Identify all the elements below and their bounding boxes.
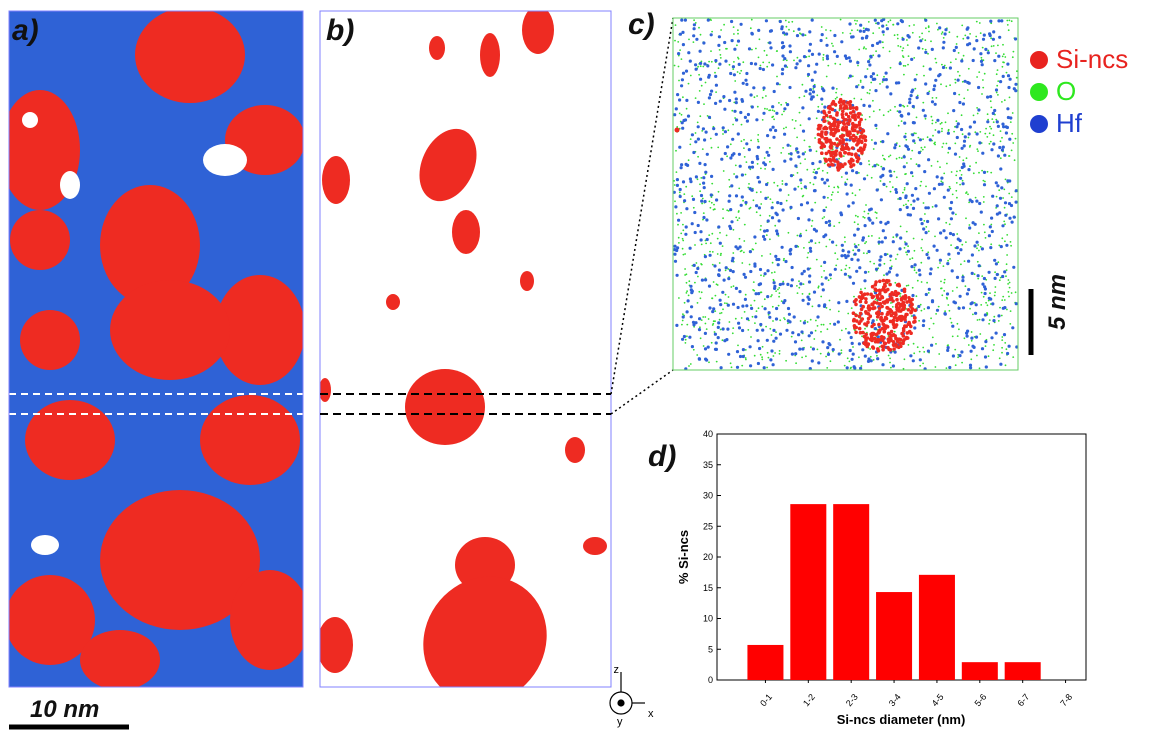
chart-ytick-label: 0 (708, 675, 713, 685)
chart-xtick-label: 6-7 (1015, 692, 1031, 708)
axis-z-label: z (614, 664, 620, 676)
chart-ytick-label: 5 (708, 644, 713, 654)
chart-bar-6-7 (1004, 662, 1041, 680)
legend-si-dot (1030, 50, 1048, 69)
legend-o-label: O (1056, 76, 1077, 106)
panel-label-a: a) (12, 14, 39, 47)
chart-ylabel: % Si-ncs (676, 530, 691, 584)
chart-xtick-label: 4-5 (930, 692, 946, 708)
chart-ytick-label: 25 (703, 521, 713, 531)
chart-ytick-label: 10 (703, 614, 713, 624)
chart-bar-4-5 (918, 574, 955, 680)
chart-ytick-label: 15 (703, 583, 713, 593)
legend-hf-label: Hf (1056, 108, 1082, 138)
panel-label-b: b) (326, 14, 355, 47)
chart-ytick-label: 30 (703, 491, 713, 501)
chart-bar-1-2 (790, 504, 827, 680)
legend-hf-dot (1030, 114, 1048, 133)
chart-ytick-label: 40 (703, 429, 713, 439)
legend-item-si: Si-ncs (1030, 44, 1128, 75)
chart-ytick-label: 35 (703, 460, 713, 470)
chart-bar-5-6 (961, 662, 998, 680)
panel-label-c: c) (628, 8, 655, 41)
legend-item-hf: Hf (1030, 108, 1082, 139)
chart-xtick-label: 1-2 (801, 692, 817, 708)
legend-item-o: O (1030, 76, 1076, 107)
axis-x-label: x (648, 708, 654, 720)
axis-y-label: y (617, 716, 623, 728)
axes-triad-icon (609, 672, 645, 715)
chart-bar-0-1 (747, 644, 784, 680)
chart-bar-2-3 (833, 504, 870, 680)
chart-xtick-label: 7-8 (1058, 692, 1074, 708)
panel-label-d: d) (648, 440, 677, 473)
chart-xtick-label: 5-6 (973, 692, 989, 708)
chart-xtick-label: 0-1 (758, 692, 774, 708)
chart-xlabel: Si-ncs diameter (nm) (837, 712, 966, 727)
legend-o-dot (1030, 82, 1048, 101)
chart-ytick-label: 20 (703, 552, 713, 562)
chart-xtick-label: 2-3 (844, 692, 860, 708)
chart-xtick-label: 3-4 (887, 692, 903, 708)
chart-bar-3-4 (876, 592, 913, 680)
scale-bar-c-label: 5 nm (1044, 273, 1071, 330)
scale-bar-a-label: 10 nm (30, 696, 100, 723)
legend-si-label: Si-ncs (1056, 44, 1129, 74)
